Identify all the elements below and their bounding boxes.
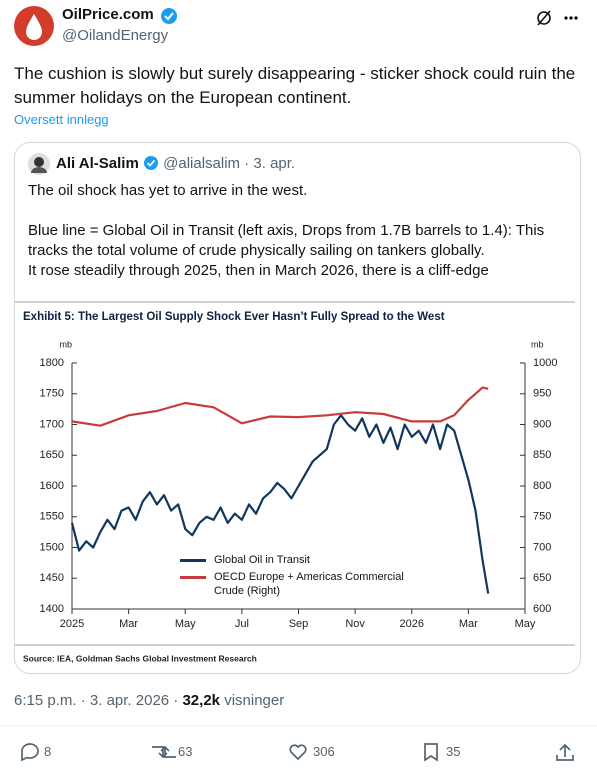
- y-tick-label: 1400: [40, 603, 64, 615]
- chart-title: Exhibit 5: The Largest Oil Supply Shock …: [23, 311, 445, 323]
- quote-line: The oil shock has yet to arrive in the w…: [28, 182, 308, 199]
- y-tick-label: 1700: [40, 418, 64, 430]
- x-tick-label: 2026: [400, 618, 424, 630]
- bookmark-count[interactable]: 35: [446, 744, 461, 759]
- x-tick-label: May: [515, 618, 536, 630]
- legend-item: Global Oil in Transit: [180, 553, 420, 567]
- legend-swatch: [180, 559, 206, 562]
- quote-text: The oil shock has yet to arrive in the w…: [28, 181, 568, 281]
- date: 3. apr. 2026: [89, 692, 170, 709]
- x-tick-label: Jul: [235, 618, 249, 630]
- y-tick-label: 1750: [40, 388, 64, 400]
- y2-tick-label: 700: [533, 541, 551, 553]
- like-count[interactable]: 306: [313, 744, 335, 759]
- x-tick-label: 2025: [60, 618, 84, 630]
- y2-tick-label: 800: [533, 480, 551, 492]
- verified-badge: [161, 8, 177, 24]
- y-tick-label: 1800: [40, 357, 64, 369]
- divider: [0, 725, 597, 726]
- chart-source: Source: IEA, Goldman Sachs Global Invest…: [23, 653, 257, 663]
- quote-avatar: [28, 153, 50, 175]
- reply-count[interactable]: 8: [44, 744, 52, 759]
- y-tick-label: 1550: [40, 511, 64, 523]
- series-line: [70, 414, 490, 594]
- y-tick-label: 1600: [40, 480, 64, 492]
- y-tick-label: 1450: [40, 572, 64, 584]
- chart: Exhibit 5: The Largest Oil Supply Shock …: [15, 301, 575, 663]
- menu-icons[interactable]: [534, 8, 584, 28]
- y2-unit: mb: [531, 339, 544, 349]
- y2-tick-label: 900: [533, 418, 551, 430]
- legend-item: OECD Europe + Americas Commercial Crude …: [180, 570, 420, 598]
- y2-tick-label: 600: [533, 603, 551, 615]
- verified-badge: [143, 156, 158, 170]
- y2-tick-label: 1000: [533, 357, 557, 369]
- quote-date: 3. apr.: [253, 155, 296, 172]
- x-tick-label: May: [175, 618, 196, 630]
- x-tick-label: Mar: [119, 618, 138, 630]
- legend-swatch: [180, 576, 206, 579]
- translate-link[interactable]: Oversett innlegg: [14, 112, 109, 127]
- y2-tick-label: 750: [533, 511, 551, 523]
- quote-line: Blue line = Global Oil in Transit (left …: [28, 222, 545, 259]
- avatar: [14, 6, 54, 46]
- post-text: The cushion is slowly but surely disappe…: [14, 64, 576, 107]
- action-icons[interactable]: [20, 741, 580, 763]
- time: 6:15 p.m.: [14, 692, 77, 709]
- y2-tick-label: 950: [533, 388, 551, 400]
- repost-count[interactable]: 63: [178, 744, 193, 759]
- y-tick-label: 1500: [40, 541, 64, 553]
- y2-tick-label: 650: [533, 572, 551, 584]
- quote-box[interactable]: [14, 142, 581, 674]
- separator: ·: [244, 155, 250, 172]
- y-tick-label: 1650: [40, 449, 64, 461]
- y-unit: mb: [59, 339, 72, 349]
- author[interactable]: OilPrice.com: [62, 6, 154, 23]
- legend: Global Oil in Transit OECD Europe + Ameri…: [180, 553, 420, 601]
- quote-author: Ali Al-Salim: [56, 155, 139, 172]
- x-tick-label: Nov: [345, 618, 365, 630]
- series-line: [71, 386, 489, 427]
- x-tick-label: Sep: [289, 618, 309, 630]
- views-label: visninger: [224, 692, 285, 709]
- x-tick-label: Mar: [459, 618, 478, 630]
- separator: ·: [80, 692, 86, 709]
- quote-line: It rose steadily through 2025, then in M…: [28, 262, 489, 279]
- y2-tick-label: 850: [533, 449, 551, 461]
- legend-label: OECD Europe + Americas Commercial Crude …: [214, 571, 404, 597]
- handle[interactable]: @OilandEnergy: [62, 27, 169, 44]
- separator: ·: [173, 692, 179, 709]
- quote-handle: @alialsalim: [163, 155, 241, 172]
- legend-label: Global Oil in Transit: [214, 554, 310, 566]
- views: 32,2k: [182, 692, 221, 709]
